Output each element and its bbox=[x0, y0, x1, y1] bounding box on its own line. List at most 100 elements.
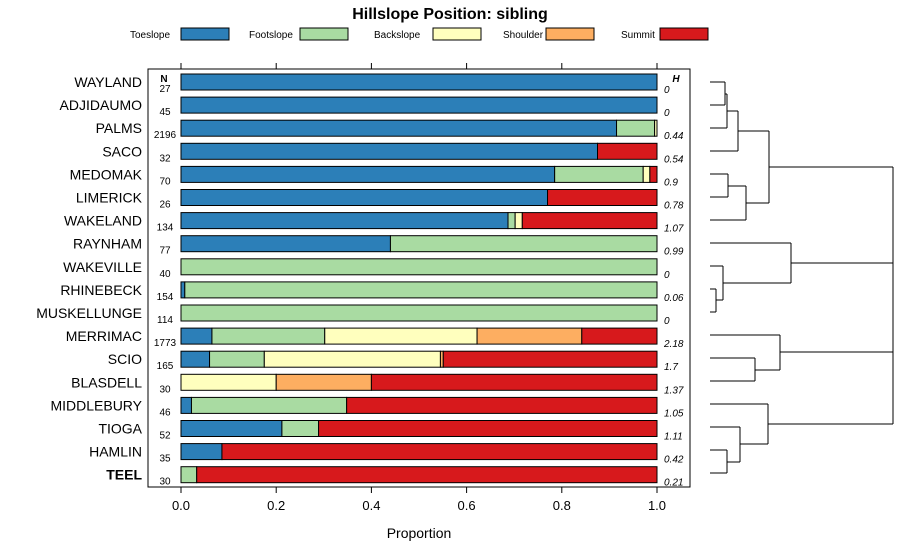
bar-segment-middlebury-toeslope bbox=[180, 396, 192, 414]
bar-segment-merrimac-summit bbox=[581, 327, 658, 345]
row-label-merrimac: MERRIMAC bbox=[66, 328, 142, 344]
x-tick-label-1-0: 1.0 bbox=[648, 498, 666, 513]
bar-row-middlebury bbox=[180, 396, 658, 414]
legend-label-footslope: Footslope bbox=[249, 30, 293, 41]
bar-segment-blasdell-shoulder bbox=[275, 373, 372, 391]
h-value-tioga: 1.11 bbox=[664, 432, 683, 443]
row-label-rhinebeck: RHINEBECK bbox=[60, 282, 142, 298]
row-label-tioga: TIOGA bbox=[98, 421, 142, 437]
legend-label-backslope: Backslope bbox=[374, 30, 421, 41]
bar-segment-tioga-toeslope bbox=[180, 420, 283, 437]
bar-segment-merrimac-shoulder bbox=[476, 327, 583, 345]
legend-swatch-shoulder bbox=[545, 27, 595, 41]
h-value-hamlin: 0.42 bbox=[664, 455, 684, 466]
row-labels-group: WAYLAND 27 0 ADJIDAUMO 45 0 PALMS 2196 0.44 SACO 3… bbox=[36, 74, 684, 489]
row-label-scio: SCIO bbox=[108, 351, 142, 367]
bar-segment-medomak-backslope bbox=[642, 165, 651, 183]
bar-row-rhinebeck bbox=[180, 281, 658, 299]
legend-swatch-footslope bbox=[299, 27, 349, 41]
n-value-wakeville: 40 bbox=[159, 269, 171, 280]
row-label-blasdell: BLASDELL bbox=[71, 374, 142, 390]
legend-swatch-toeslope bbox=[180, 27, 230, 41]
bar-segment-wakeland-footslope bbox=[507, 212, 516, 230]
bar-segment-hamlin-toeslope bbox=[180, 443, 223, 461]
n-value-blasdell: 30 bbox=[159, 384, 171, 395]
h-value-wayland: 0 bbox=[664, 85, 670, 96]
chart-title: Hillslope Position: sibling bbox=[352, 6, 548, 23]
bar-segment-muskellunge-footslope bbox=[180, 304, 658, 322]
bar-segment-rhinebeck-footslope bbox=[184, 281, 658, 299]
x-axis: 0.0 0.2 0.4 0.6 0.8 1.0 bbox=[172, 63, 666, 513]
bar-segment-teel-summit bbox=[196, 466, 658, 484]
n-value-hamlin: 35 bbox=[159, 454, 171, 465]
bar-row-merrimac bbox=[180, 327, 658, 345]
bar-row-tioga bbox=[180, 420, 658, 437]
bar-segment-raynham-footslope bbox=[389, 235, 658, 253]
x-tick-label-0-8: 0.8 bbox=[553, 498, 571, 513]
bar-segment-wakeville-footslope bbox=[180, 258, 658, 276]
x-tick-label-0-0: 0.0 bbox=[172, 498, 190, 513]
n-value-tioga: 52 bbox=[159, 431, 171, 442]
bar-segment-tioga-footslope bbox=[281, 420, 320, 437]
h-value-wakeland: 1.07 bbox=[664, 224, 684, 235]
dendrogram-lines bbox=[710, 81, 894, 474]
legend-label-summit: Summit bbox=[621, 30, 655, 41]
bar-segment-wakeland-backslope bbox=[514, 212, 523, 230]
bar-segment-saco-toeslope bbox=[180, 142, 598, 160]
legend-label-toeslope: Toeslope bbox=[130, 30, 170, 41]
n-value-middlebury: 46 bbox=[159, 407, 171, 418]
n-value-adjidaumo: 45 bbox=[159, 107, 171, 118]
bar-segment-teel-footslope bbox=[180, 466, 198, 484]
bar-segment-medomak-summit bbox=[649, 165, 658, 183]
x-axis-title: Proportion bbox=[387, 525, 452, 541]
bar-segment-middlebury-footslope bbox=[190, 396, 348, 414]
n-value-wayland: 27 bbox=[159, 84, 171, 95]
legend-swatch-summit bbox=[659, 27, 709, 41]
row-label-saco: SACO bbox=[102, 143, 142, 159]
bar-row-limerick bbox=[180, 189, 658, 206]
row-label-raynham: RAYNHAM bbox=[73, 236, 142, 252]
n-value-medomak: 70 bbox=[159, 176, 171, 187]
h-value-muskellunge: 0 bbox=[664, 316, 670, 327]
n-value-wakeland: 134 bbox=[157, 223, 174, 234]
bar-segment-palms-footslope bbox=[616, 119, 656, 137]
x-tick-label-0-6: 0.6 bbox=[458, 498, 476, 513]
bars-group bbox=[180, 73, 658, 484]
h-value-merrimac: 2.18 bbox=[663, 339, 684, 350]
bar-segment-medomak-footslope bbox=[554, 165, 644, 183]
bar-segment-scio-footslope bbox=[209, 350, 265, 368]
n-value-rhinebeck: 154 bbox=[157, 292, 174, 303]
bar-row-wakeland bbox=[180, 212, 658, 230]
bar-row-wayland bbox=[180, 73, 658, 91]
bar-segment-merrimac-backslope bbox=[324, 327, 478, 345]
bar-row-blasdell bbox=[180, 373, 658, 391]
bar-segment-hamlin-summit bbox=[221, 443, 658, 461]
row-label-wakeville: WAKEVILLE bbox=[63, 259, 142, 275]
legend: Toeslope Footslope Backslope Shoulder Summit bbox=[130, 27, 709, 41]
bar-segment-middlebury-summit bbox=[346, 396, 658, 414]
bar-segment-scio-toeslope bbox=[180, 350, 211, 368]
bar-segment-rhinebeck-toeslope bbox=[180, 281, 186, 299]
bar-segment-wakeland-toeslope bbox=[180, 212, 509, 230]
n-value-teel: 30 bbox=[159, 477, 171, 488]
row-label-muskellunge: MUSKELLUNGE bbox=[36, 305, 142, 321]
bar-segment-wayland-toeslope bbox=[180, 73, 658, 91]
bar-row-scio bbox=[180, 350, 658, 368]
x-tick-label-0-2: 0.2 bbox=[267, 498, 285, 513]
plot-frame bbox=[147, 68, 691, 488]
h-value-raynham: 0.99 bbox=[664, 247, 684, 258]
n-value-merrimac: 1773 bbox=[154, 338, 177, 349]
bar-row-raynham bbox=[180, 235, 658, 253]
bar-row-saco bbox=[180, 142, 658, 160]
bar-segment-palms-toeslope bbox=[180, 119, 618, 137]
bar-segment-limerick-toeslope bbox=[180, 189, 549, 206]
n-value-raynham: 77 bbox=[159, 246, 171, 257]
h-value-blasdell: 1.37 bbox=[664, 385, 684, 396]
row-label-middlebury: MIDDLEBURY bbox=[50, 397, 142, 413]
bar-row-medomak bbox=[180, 165, 658, 183]
bar-row-teel bbox=[180, 466, 658, 484]
legend-label-shoulder: Shoulder bbox=[503, 30, 544, 41]
legend-swatch-backslope bbox=[432, 27, 482, 41]
bar-row-palms bbox=[180, 119, 658, 137]
